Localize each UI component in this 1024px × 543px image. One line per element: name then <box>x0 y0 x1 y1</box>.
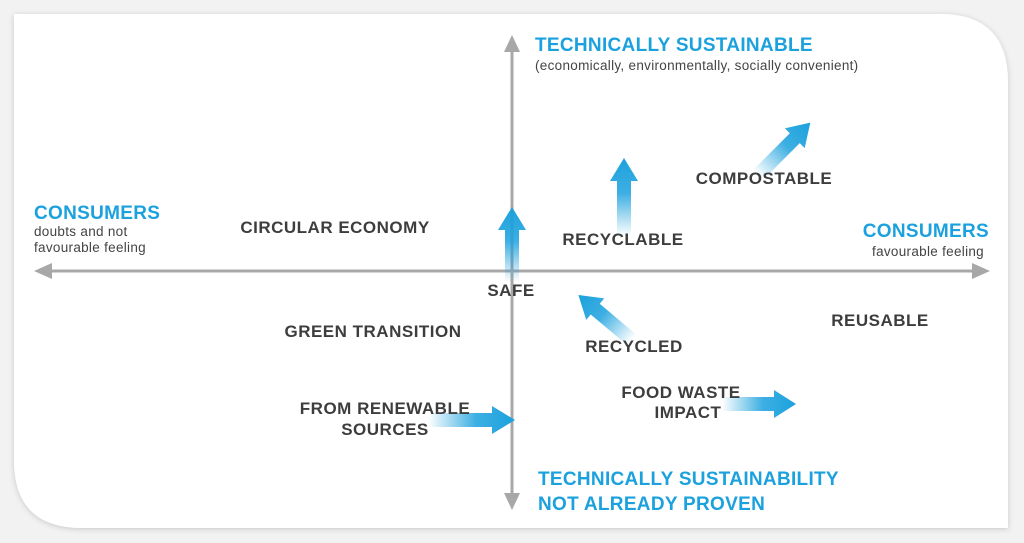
axis-title: CONSUMERS <box>34 203 160 224</box>
axis-subtitle: doubts and not <box>34 224 128 239</box>
axis-subtitle: favourable feeling <box>34 240 146 255</box>
arrow <box>722 390 796 418</box>
axis-title: CONSUMERS <box>863 221 989 242</box>
item-label: COMPOSTABLE <box>696 169 832 188</box>
item-label: SAFE <box>487 281 534 300</box>
item-label: GREEN TRANSITION <box>284 322 461 341</box>
item-label: FROM RENEWABLE <box>300 399 470 418</box>
axis-arrowhead <box>972 263 990 279</box>
arrow <box>498 207 526 282</box>
arrows <box>428 122 811 434</box>
axis-subtitle: favourable feeling <box>872 244 984 259</box>
item-label: FOOD WASTE <box>621 383 740 402</box>
axis-arrowhead <box>34 263 52 279</box>
arrow <box>578 295 637 346</box>
axis-title: NOT ALREADY PROVEN <box>538 494 765 515</box>
item-label: SOURCES <box>341 420 429 439</box>
item-label: IMPACT <box>655 403 722 422</box>
item-label: RECYCLABLE <box>562 230 683 249</box>
axis-subtitle: (economically, environmentally, socially… <box>535 58 858 73</box>
item-label: CIRCULAR ECONOMY <box>240 218 429 237</box>
arrow <box>428 406 515 434</box>
item-label: RECYCLED <box>585 337 683 356</box>
axis-title: TECHNICALLY SUSTAINABLE <box>535 35 813 56</box>
arrow <box>753 122 811 180</box>
axis-title: TECHNICALLY SUSTAINABILITY <box>538 469 839 490</box>
item-label: REUSABLE <box>831 311 929 330</box>
axis-arrowhead <box>504 493 520 510</box>
arrow <box>610 158 638 236</box>
axis-arrowhead <box>504 35 520 52</box>
